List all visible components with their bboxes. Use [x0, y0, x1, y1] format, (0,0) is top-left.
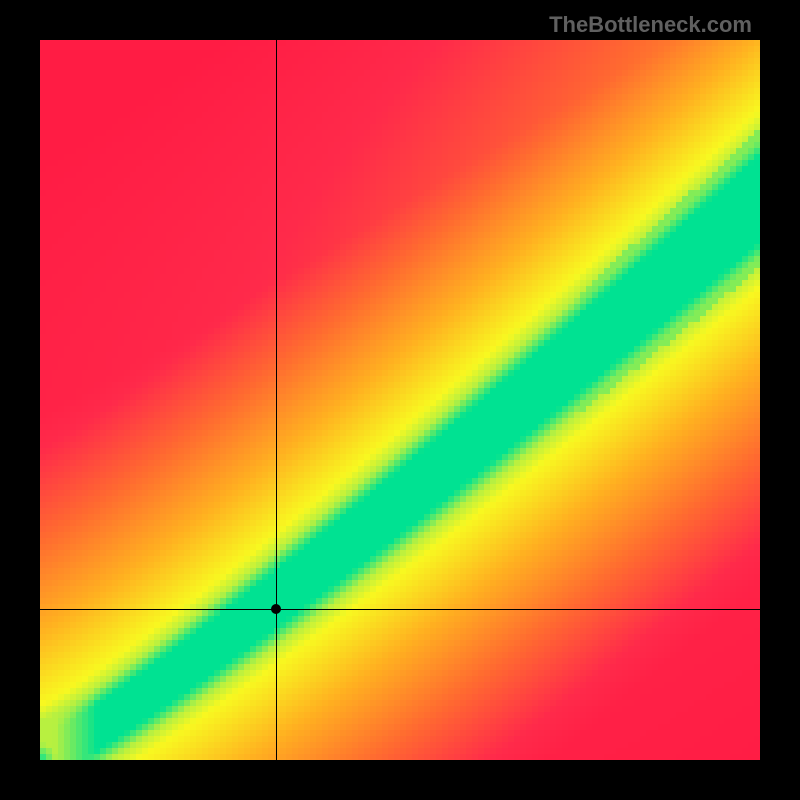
crosshair-vertical [276, 40, 277, 760]
heatmap-canvas [40, 40, 760, 760]
chart-container: TheBottleneck.com [0, 0, 800, 800]
crosshair-horizontal [40, 609, 760, 610]
watermark-text: TheBottleneck.com [549, 12, 752, 38]
data-point-marker [271, 604, 281, 614]
